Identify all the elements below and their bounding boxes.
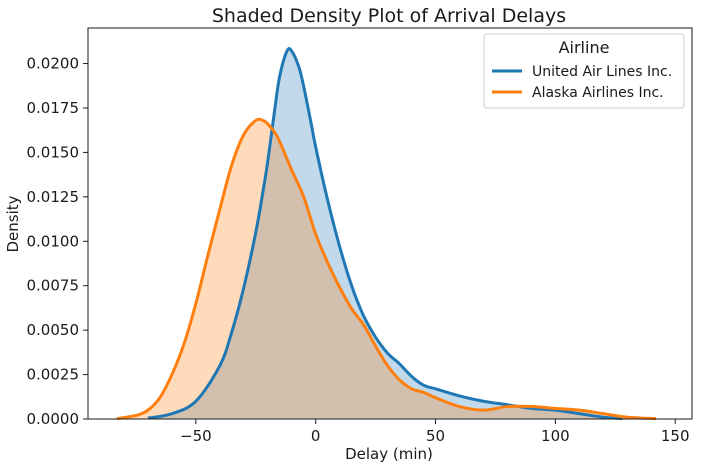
x-tick-label: 50: [426, 427, 445, 445]
y-tick-label: 0.0000: [27, 410, 80, 428]
x-tick-label: 100: [541, 427, 570, 445]
y-axis-label: Density: [4, 195, 22, 252]
density-fills: [116, 48, 657, 420]
density-area-alaska: [116, 119, 657, 420]
y-tick-label: 0.0200: [27, 55, 80, 73]
density-line-united: [147, 47, 623, 421]
y-tick-label: 0.0050: [27, 321, 80, 339]
density-line-alaska: [116, 117, 657, 421]
x-axis-label: Delay (min): [345, 445, 433, 463]
legend-label-united: United Air Lines Inc.: [532, 64, 672, 80]
density-lines: [116, 47, 657, 421]
y-tick-label: 0.0125: [27, 188, 80, 206]
legend-label-alaska: Alaska Airlines Inc.: [532, 85, 664, 101]
chart-title: Shaded Density Plot of Arrival Delays: [212, 5, 566, 27]
y-tick-label: 0.0075: [27, 277, 80, 295]
y-tick-label: 0.0150: [27, 143, 80, 161]
x-axis: −50 0 50 100 150: [180, 419, 690, 445]
y-tick-label: 0.0100: [27, 232, 80, 250]
y-tick-label: 0.0025: [27, 366, 80, 384]
plot-frame: [87, 27, 693, 420]
density-area-united: [147, 48, 623, 420]
x-tick-label: 150: [661, 427, 690, 445]
legend-box: [483, 33, 685, 109]
legend-title: Airline: [559, 38, 610, 57]
y-tick-label: 0.0175: [27, 99, 80, 117]
legend: Airline United Air Lines Inc. Alaska Air…: [483, 33, 685, 109]
x-tick-label: −50: [180, 427, 212, 445]
y-axis: 0.0000 0.0025 0.0050 0.0075 0.0100 0.0125 0.01…: [27, 55, 88, 428]
x-tick-label: 0: [311, 427, 321, 445]
